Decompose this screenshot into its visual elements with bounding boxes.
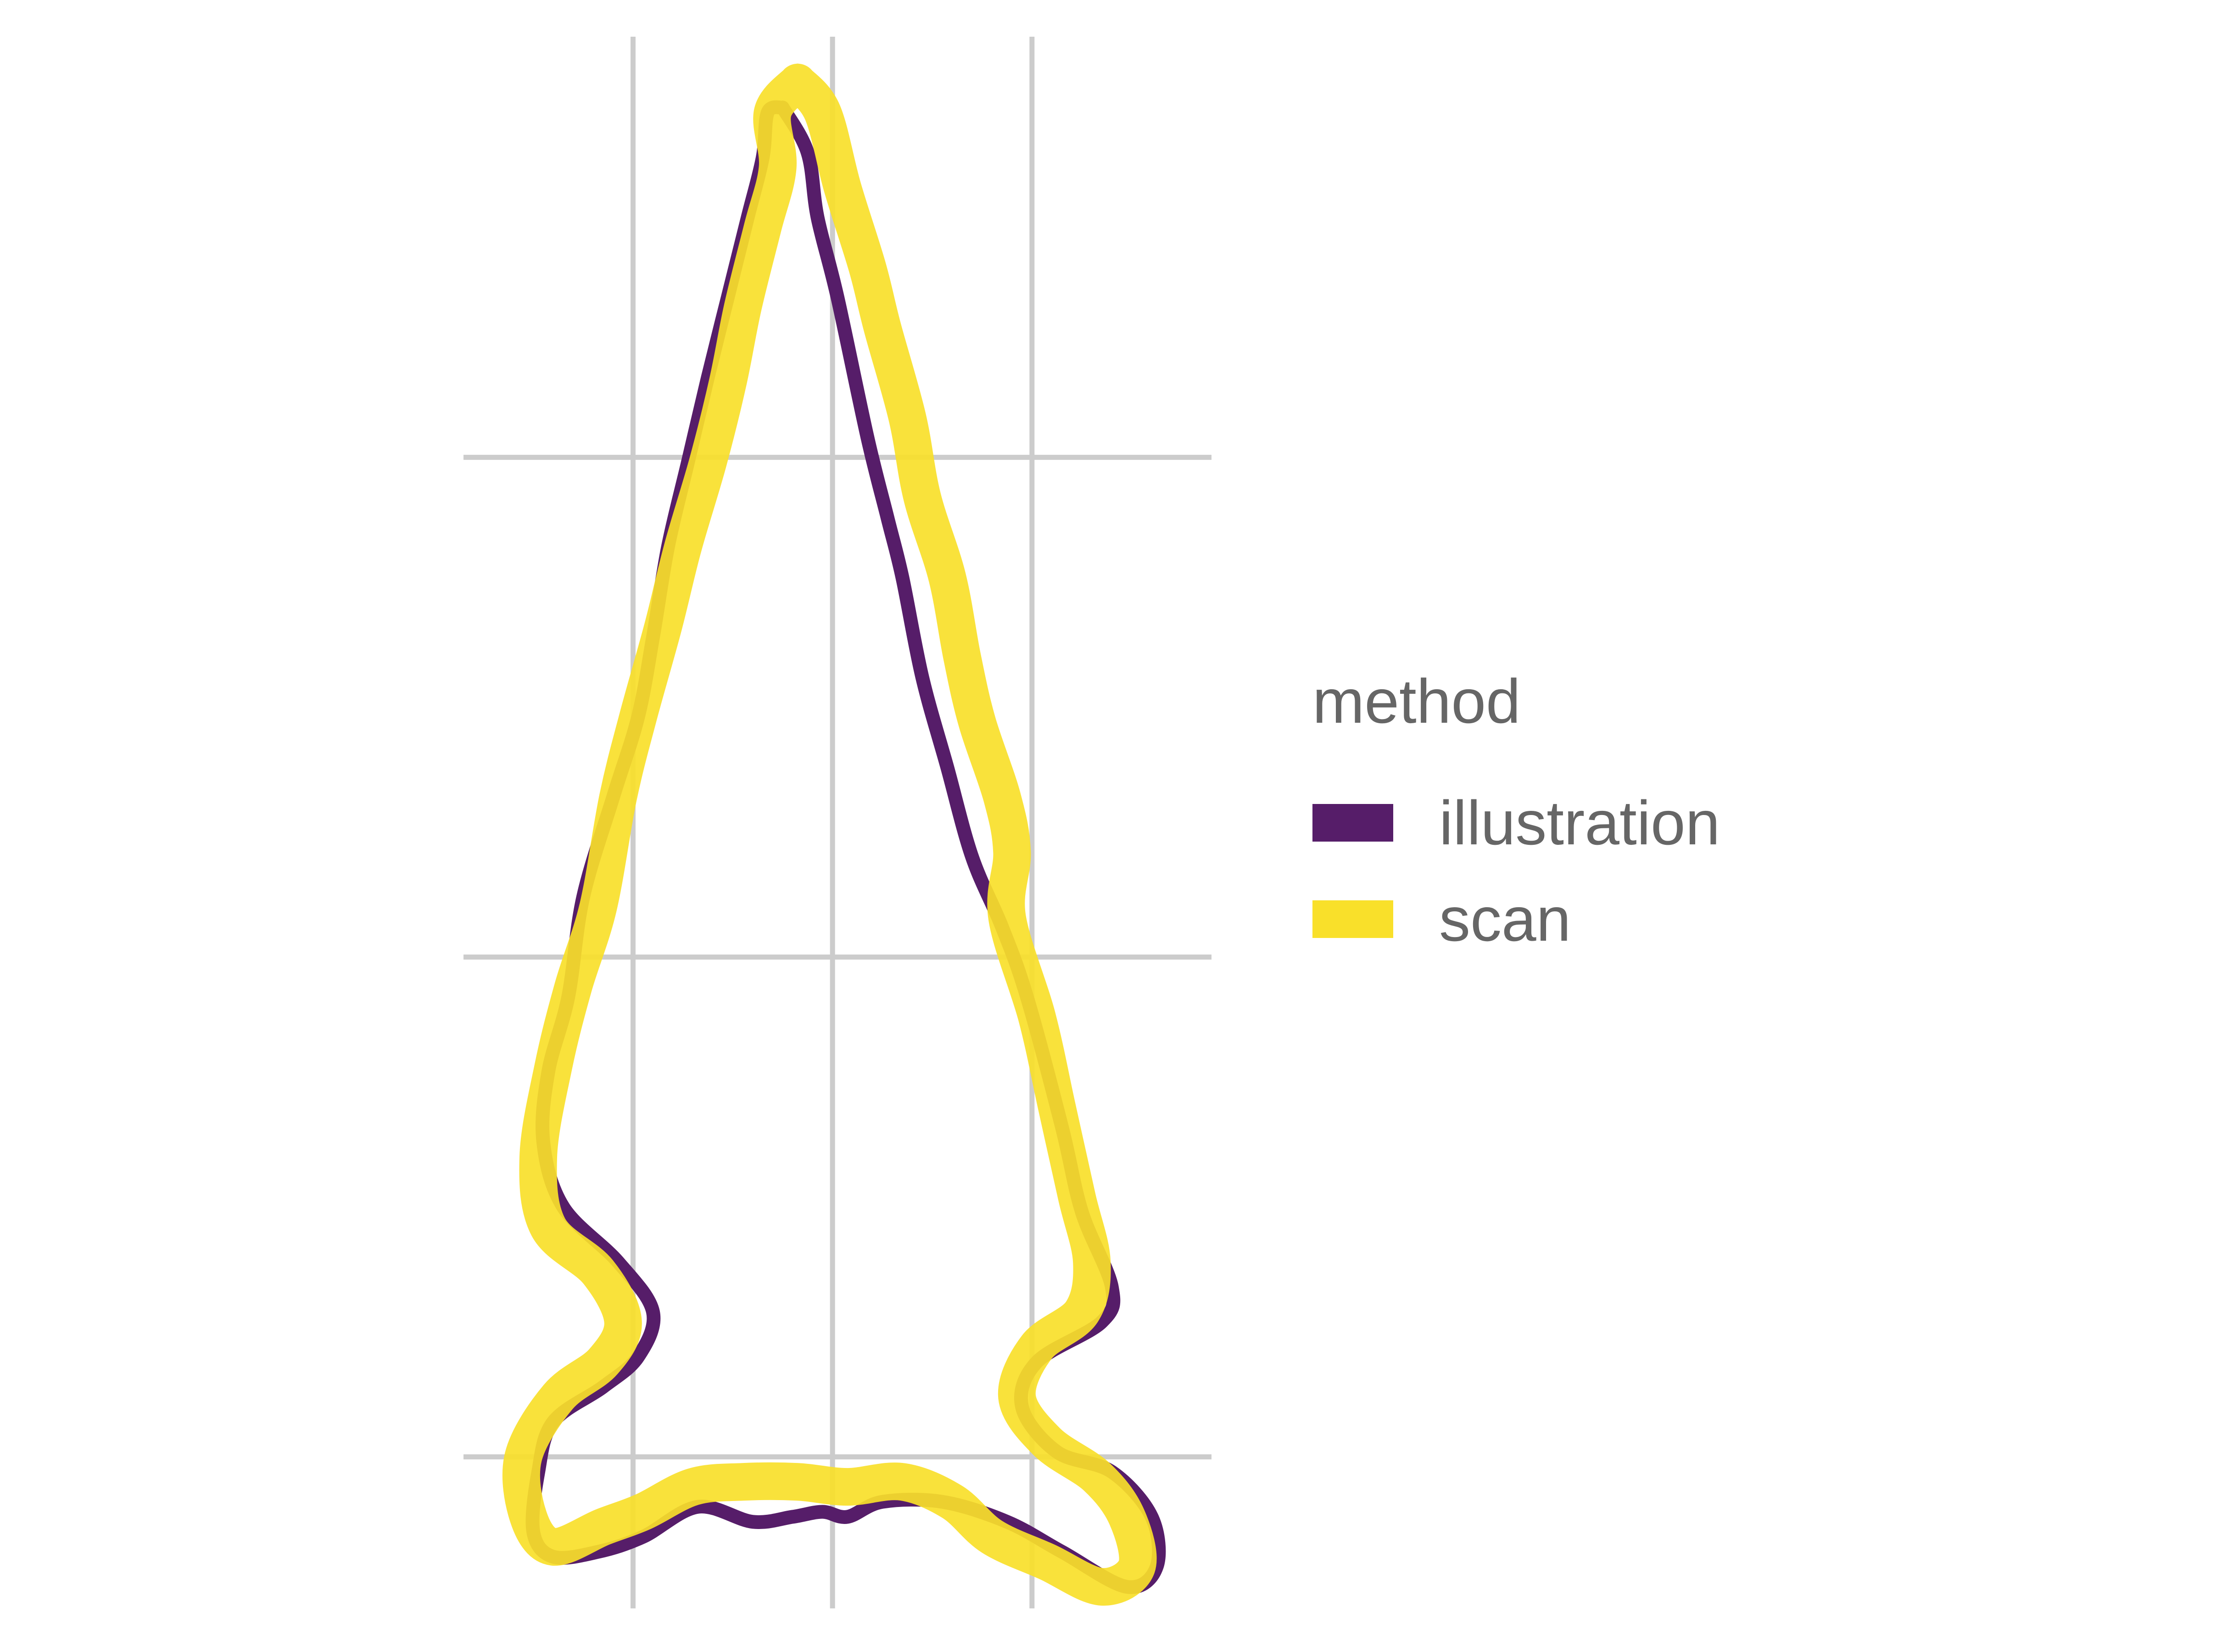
series-lines — [502, 63, 1166, 1606]
legend-key-scan — [1312, 900, 1393, 938]
legend-item-scan: scan — [1312, 871, 1817, 967]
legend-item-illustration: illustration — [1312, 775, 1817, 871]
series-line-scan — [502, 63, 1157, 1606]
legend: method illustration scan — [1312, 670, 1817, 967]
legend-label-scan: scan — [1439, 884, 1571, 954]
legend-key-illustration — [1312, 804, 1393, 842]
legend-label-illustration: illustration — [1439, 788, 1720, 858]
legend-title: method — [1312, 666, 1521, 736]
